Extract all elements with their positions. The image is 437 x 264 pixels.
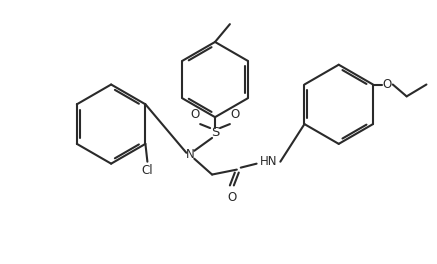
Text: O: O	[230, 108, 239, 121]
Text: O: O	[191, 108, 200, 121]
Text: Cl: Cl	[142, 164, 153, 177]
Text: O: O	[382, 78, 392, 91]
Text: HN: HN	[260, 155, 277, 168]
Text: S: S	[211, 126, 219, 139]
Text: O: O	[227, 191, 236, 204]
Text: N: N	[186, 148, 194, 161]
